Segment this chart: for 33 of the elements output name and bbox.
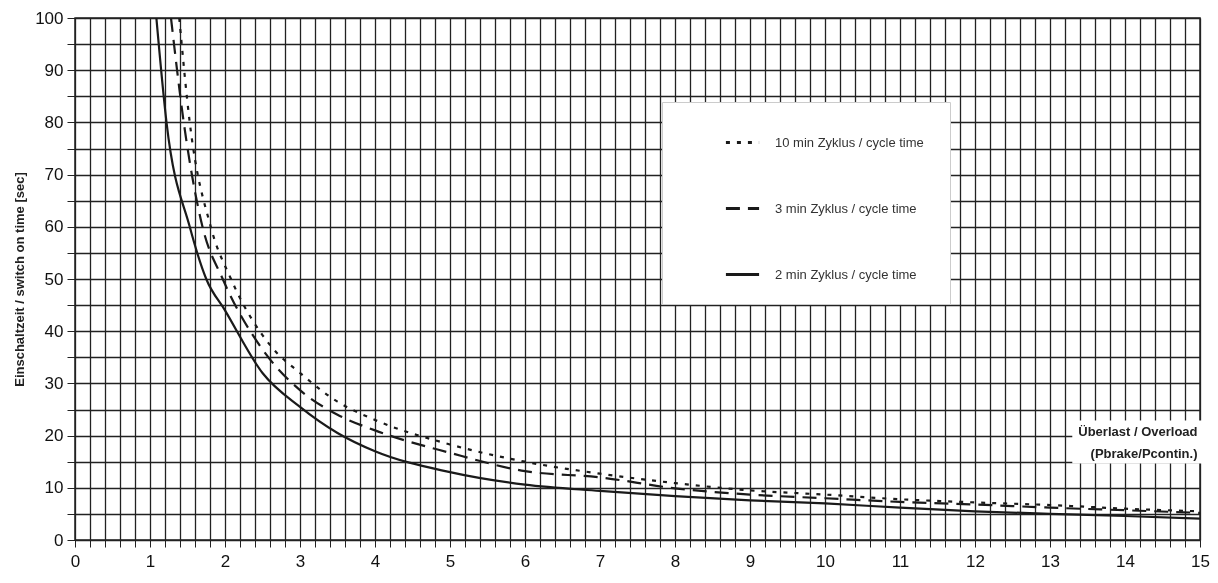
x-tick-label: 12 — [966, 551, 985, 571]
x-tick-label: 3 — [295, 551, 306, 571]
y-tick-label: 40 — [44, 321, 64, 341]
x-tick-label: 7 — [595, 551, 606, 571]
text: (Pbrake/Pcontin.) — [1090, 445, 1198, 461]
y-tick-label: 60 — [44, 217, 64, 237]
x-tick-label: 9 — [745, 551, 756, 571]
legend-label: 2 min Zyklus / cycle time — [775, 266, 917, 282]
text: Überlast / Overload — [1078, 423, 1198, 439]
x-tick-label: 4 — [370, 551, 381, 571]
y-tick-label: 20 — [44, 426, 64, 446]
x-tick-label: 5 — [445, 551, 456, 571]
y-tick-label: 90 — [44, 60, 64, 80]
y-tick-label: 70 — [44, 165, 64, 185]
y-tick-label: 100 — [35, 8, 64, 28]
legend-label: 3 min Zyklus / cycle time — [775, 200, 917, 216]
y-axis-title: Einschaltzeit / switch on time [sec] — [12, 172, 28, 387]
y-tick-label: 50 — [44, 269, 64, 289]
y-tick-label: 10 — [44, 478, 64, 498]
x-tick-label: 8 — [670, 551, 681, 571]
x-tick-label: 1 — [145, 551, 156, 571]
x-tick-label: 2 — [220, 551, 231, 571]
y-tick-label: 0 — [54, 530, 64, 550]
x-tick-label: 11 — [891, 551, 910, 571]
x-tick-label: 0 — [70, 551, 81, 571]
x-tick-label: 6 — [520, 551, 531, 571]
x-tick-label: 13 — [1041, 551, 1060, 571]
legend-label: 10 min Zyklus / cycle time — [775, 134, 924, 150]
y-tick-label: 30 — [44, 373, 64, 393]
x-tick-label: 15 — [1191, 551, 1210, 571]
y-tick-label: 80 — [44, 112, 64, 132]
x-tick-label: 14 — [1116, 551, 1135, 571]
x-tick-label: 10 — [816, 551, 835, 571]
